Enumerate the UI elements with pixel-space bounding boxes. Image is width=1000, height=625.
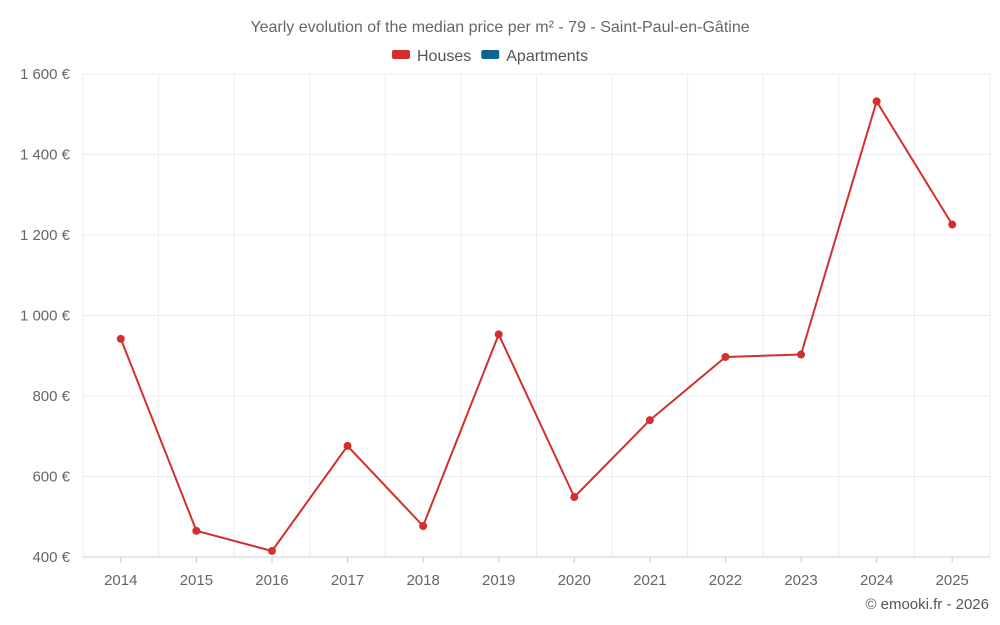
data-point[interactable] [419, 522, 428, 531]
data-point[interactable] [494, 330, 503, 339]
y-axis: 400 € 600 € 800 € 1 000 € 1 200 € 1 400 € 1 60… [20, 66, 71, 566]
x-tick-label: 2014 [104, 572, 137, 589]
chart-title: Yearly evolution of the median price per… [250, 19, 749, 36]
data-point[interactable] [343, 441, 352, 450]
x-tick-label: 2019 [482, 572, 515, 589]
x-tick-label: 2022 [709, 572, 742, 589]
legend-item-apartments[interactable]: Apartments [481, 48, 588, 65]
x-tick-label: 2021 [633, 572, 666, 589]
x-axis: 2014 2015 2016 2017 2018 2019 2020 2021 2022 2023… [83, 556, 990, 589]
data-point[interactable] [192, 526, 201, 535]
legend-swatch [392, 50, 410, 59]
legend-item-houses[interactable]: Houses [392, 48, 471, 65]
y-tick-label: 400 € [32, 549, 70, 566]
credit: © emooki.fr - 2026 [865, 596, 989, 613]
data-point[interactable] [645, 416, 654, 425]
data-point[interactable] [797, 350, 806, 359]
series-line-houses [119, 100, 954, 552]
grid [82, 73, 991, 557]
y-tick-label: 600 € [32, 469, 70, 486]
x-tick-label: 2025 [936, 572, 969, 589]
plot-area [116, 97, 957, 555]
y-tick-label: 800 € [32, 388, 70, 405]
x-tick-label: 2017 [331, 572, 364, 589]
x-tick-label: 2018 [406, 572, 439, 589]
x-tick-label: 2015 [180, 572, 213, 589]
data-point[interactable] [948, 220, 957, 229]
x-tick-label: 2020 [558, 572, 591, 589]
legend: Houses Apartments [392, 48, 588, 65]
x-tick-label: 2023 [784, 572, 817, 589]
y-tick-label: 1 600 € [20, 66, 71, 83]
data-point[interactable] [721, 352, 730, 361]
x-tick-label: 2016 [255, 572, 288, 589]
y-tick-label: 1 000 € [20, 308, 71, 325]
legend-swatch [481, 50, 500, 59]
data-point[interactable] [267, 546, 276, 555]
data-point[interactable] [570, 493, 579, 502]
data-point[interactable] [872, 97, 881, 106]
legend-label: Houses [417, 48, 471, 65]
x-tick-label: 2024 [860, 572, 893, 589]
data-point[interactable] [116, 334, 125, 343]
y-tick-label: 1 200 € [20, 227, 71, 244]
legend-label: Apartments [506, 48, 588, 65]
y-tick-label: 1 400 € [20, 147, 71, 164]
